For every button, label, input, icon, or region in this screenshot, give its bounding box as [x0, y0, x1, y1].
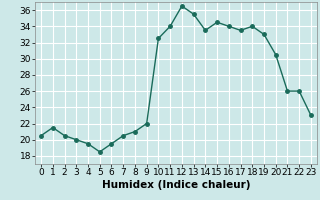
- X-axis label: Humidex (Indice chaleur): Humidex (Indice chaleur): [102, 180, 250, 190]
